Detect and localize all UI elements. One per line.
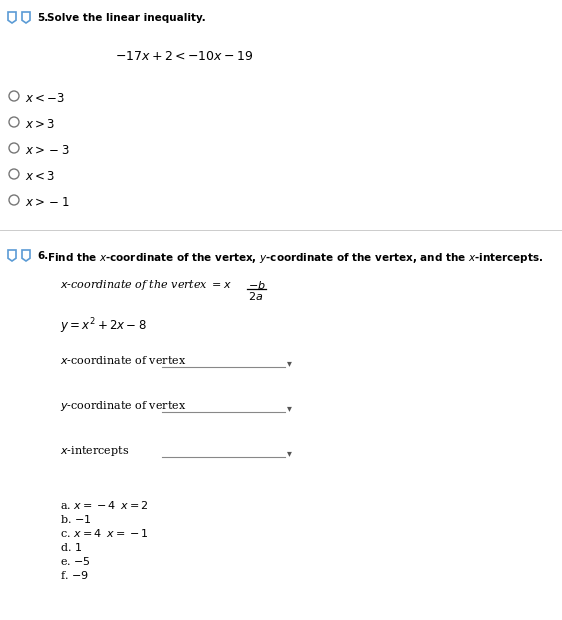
Text: $-b$: $-b$ xyxy=(248,279,266,291)
Text: d. $1$: d. $1$ xyxy=(60,541,82,553)
Text: Solve the linear inequality.: Solve the linear inequality. xyxy=(47,13,206,23)
Text: e. $-5$: e. $-5$ xyxy=(60,555,91,567)
Text: $x$-intercepts: $x$-intercepts xyxy=(60,444,129,458)
Text: ▾: ▾ xyxy=(287,448,292,458)
Text: c. $x = 4 \;\; x = -1$: c. $x = 4 \;\; x = -1$ xyxy=(60,527,148,539)
Text: $x$-coordinate of vertex: $x$-coordinate of vertex xyxy=(60,354,187,366)
Text: b. $-1$: b. $-1$ xyxy=(60,513,92,525)
Text: f. $-9$: f. $-9$ xyxy=(60,569,89,581)
Text: $x > -1$: $x > -1$ xyxy=(25,196,70,209)
Text: ▾: ▾ xyxy=(287,358,292,368)
Text: $x$-coordinate of the vertex $= x$: $x$-coordinate of the vertex $= x$ xyxy=(60,278,232,292)
Text: $-17x + 2 < -10x - 19$: $-17x + 2 < -10x - 19$ xyxy=(115,50,253,63)
Text: $2a$: $2a$ xyxy=(248,290,263,302)
Text: $x < -3$: $x < -3$ xyxy=(25,92,65,105)
Text: 6.: 6. xyxy=(37,251,48,261)
Text: 5.: 5. xyxy=(37,13,48,23)
Text: ▾: ▾ xyxy=(287,403,292,413)
Text: $y = x^2 + 2x - 8$: $y = x^2 + 2x - 8$ xyxy=(60,316,147,335)
Text: Find the $x$-coordinate of the vertex, $y$-coordinate of the vertex, and the $x$: Find the $x$-coordinate of the vertex, $… xyxy=(47,251,543,265)
Text: $y$-coordinate of vertex: $y$-coordinate of vertex xyxy=(60,399,187,413)
Text: a. $x = -4 \;\; x = 2$: a. $x = -4 \;\; x = 2$ xyxy=(60,499,149,511)
Text: $x > 3$: $x > 3$ xyxy=(25,118,55,131)
Text: $x > -3$: $x > -3$ xyxy=(25,144,70,157)
Text: $x < 3$: $x < 3$ xyxy=(25,170,55,183)
